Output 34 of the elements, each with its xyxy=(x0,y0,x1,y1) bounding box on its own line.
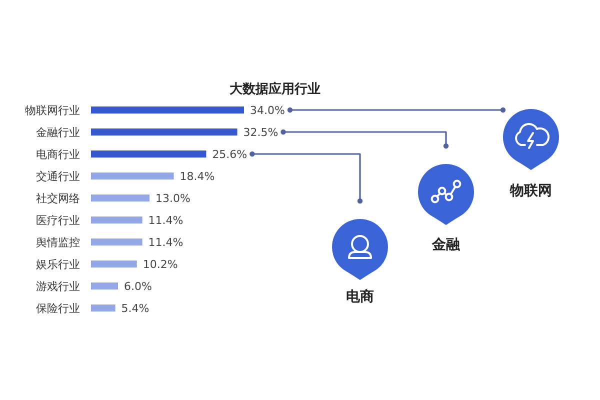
y-tick-label: 物联网行业 xyxy=(25,104,80,117)
bar xyxy=(91,172,174,180)
data-label: 18.4% xyxy=(180,170,215,183)
bar xyxy=(91,260,137,268)
data-label: 10.2% xyxy=(142,258,178,271)
y-tick-label: 医疗行业 xyxy=(36,214,80,227)
bar xyxy=(91,128,238,136)
data-label: 11.4% xyxy=(148,214,184,227)
bar xyxy=(91,194,150,202)
y-tick-label: 舆情监控 xyxy=(36,236,80,249)
text: 电商 xyxy=(346,288,374,305)
bar xyxy=(91,150,206,158)
data-label: 11.4% xyxy=(148,236,184,249)
text: 金融 xyxy=(431,237,461,253)
y-tick-label: 游戏行业 xyxy=(36,280,80,293)
text: 物联网 xyxy=(509,183,552,199)
data-label: 25.6% xyxy=(212,148,248,161)
data-label: 6.0% xyxy=(124,280,152,293)
y-tick-label: 社交网络 xyxy=(36,192,80,205)
bar xyxy=(91,282,118,290)
bar xyxy=(91,304,116,312)
y-tick-label: 保险行业 xyxy=(36,302,80,315)
bar xyxy=(91,238,142,246)
text: 大数据应用行业 xyxy=(230,81,320,97)
data-label: 32.5% xyxy=(243,126,278,139)
y-tick-label: 电商行业 xyxy=(36,148,80,161)
bar xyxy=(91,106,244,114)
data-label: 34.0% xyxy=(250,104,285,117)
y-tick-label: 娱乐行业 xyxy=(36,258,80,271)
bar xyxy=(91,216,142,224)
y-tick-label: 交通行业 xyxy=(36,170,80,183)
data-label: 13.0% xyxy=(156,192,190,205)
y-tick-label: 金融行业 xyxy=(36,126,80,139)
data-label: 5.4% xyxy=(121,302,150,315)
